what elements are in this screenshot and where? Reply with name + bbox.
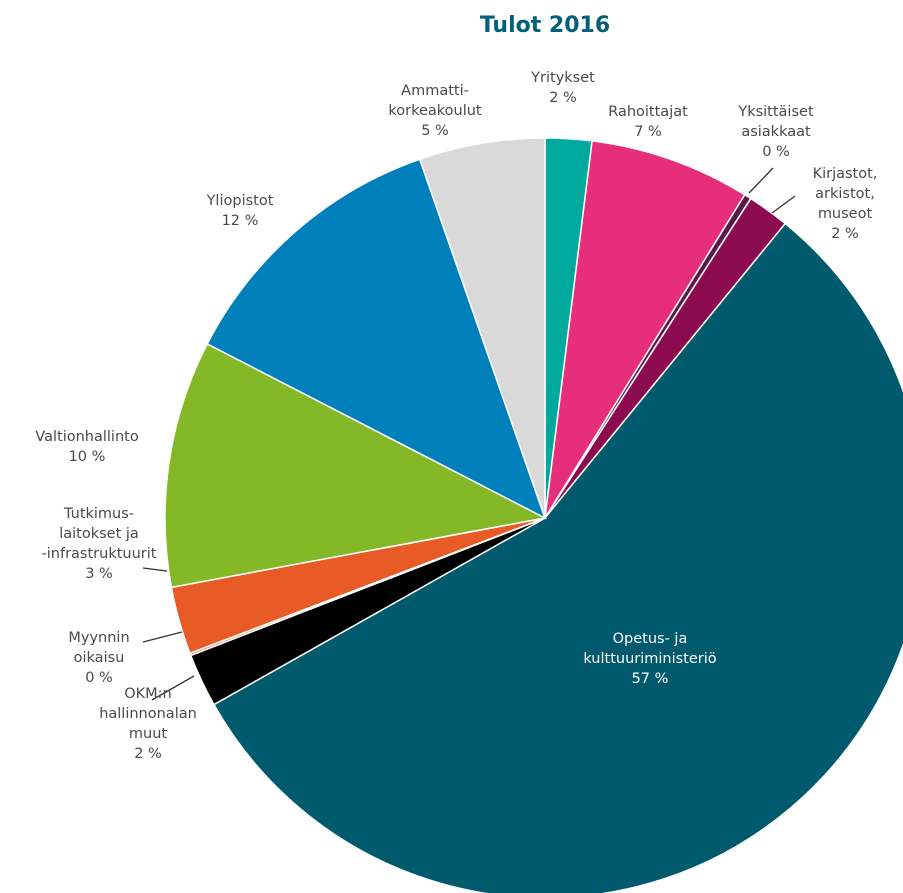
slice-value: 0 % (762, 144, 790, 160)
slice-value: 2 % (549, 90, 577, 106)
slice-label-line: muut (129, 726, 168, 742)
slice-label-line: OKM:n (124, 686, 172, 702)
slice-label-7: Tutkimus-laitokset ja -infrastruktuurit 3 … (42, 506, 157, 582)
slice-label-line: kulttuuriministeriö (583, 651, 716, 667)
pie-slices (164, 137, 903, 893)
slice-label-10: Ammatti-korkeakoulut 5 % (388, 83, 482, 139)
slice-value: 12 % (222, 213, 259, 229)
slice-label-line: Tutkimus- (63, 506, 134, 522)
slice-label-line: Ammatti- (401, 83, 469, 99)
slice-value: 7 % (634, 124, 662, 140)
slice-label-line: Yritykset (530, 70, 595, 86)
pie-slice-9 (206, 158, 547, 520)
slice-value: 2 % (134, 746, 162, 762)
slice-label-line: Valtionhallinto (35, 429, 139, 445)
slice-label-6: Myynnin oikaisu 0 % (68, 630, 129, 686)
pie-slice-10 (418, 137, 546, 519)
slice-value: 3 % (85, 566, 113, 582)
slice-label-0: Yritykset 2 % (530, 70, 595, 106)
slice-label-line: Rahoittajat (608, 104, 688, 120)
slice-label-8: Valtionhallinto 10 % (35, 429, 139, 465)
leader-line-2 (748, 167, 774, 194)
leader-lines (142, 167, 796, 701)
pie-slice-4 (212, 222, 903, 893)
slice-value: 5 % (421, 123, 449, 139)
slice-label-2: Yksittäiset asiakkaat 0 % (737, 104, 814, 160)
slice-label-3: Kirjastot, arkistot, museot 2 % (813, 166, 878, 242)
slice-label-4: Opetus- ja kulttuuriministeriö 57 % (583, 631, 716, 687)
slice-label-line: -infrastruktuurit (42, 546, 157, 562)
leader-line-3 (771, 195, 796, 214)
slice-value: 0 % (85, 670, 113, 686)
slice-value: 10 % (69, 449, 106, 465)
slice-label-5: OKM:n hallinnonalan muut 2 % (99, 686, 197, 762)
leader-line-5 (151, 675, 195, 701)
slice-label-line: Yksittäiset (737, 104, 814, 120)
slice-label-line: Myynnin (68, 630, 129, 646)
slice-label-line: Kirjastot, (813, 166, 878, 182)
slice-label-line: korkeakoulut (388, 103, 482, 119)
slice-label-line: museot (818, 206, 873, 222)
pie-slice-8 (164, 342, 548, 589)
slice-value: 2 % (831, 226, 859, 242)
pie-slice-1 (544, 140, 746, 519)
slice-value: 57 % (632, 671, 669, 687)
slice-label-1: Rahoittajat 7 % (608, 104, 688, 140)
slice-label-line: arkistot, (815, 186, 875, 202)
slice-label-line: Opetus- ja (613, 631, 688, 647)
leader-line-6 (142, 631, 183, 643)
slice-label-line: oikaisu (74, 650, 125, 666)
slice-label-line: asiakkaat (741, 124, 811, 140)
leader-line-7 (142, 567, 168, 572)
slice-label-9: Yliopistot 12 % (206, 193, 274, 229)
chart-title: Tulot 2016 (480, 13, 610, 38)
slice-label-line: laitokset ja (59, 526, 139, 542)
slice-label-line: hallinnonalan (99, 706, 197, 722)
slice-labels: Yritykset 2 % Rahoittajat 7 % Yksittäiset asi… (35, 70, 877, 762)
slice-label-line: Yliopistot (206, 193, 274, 209)
